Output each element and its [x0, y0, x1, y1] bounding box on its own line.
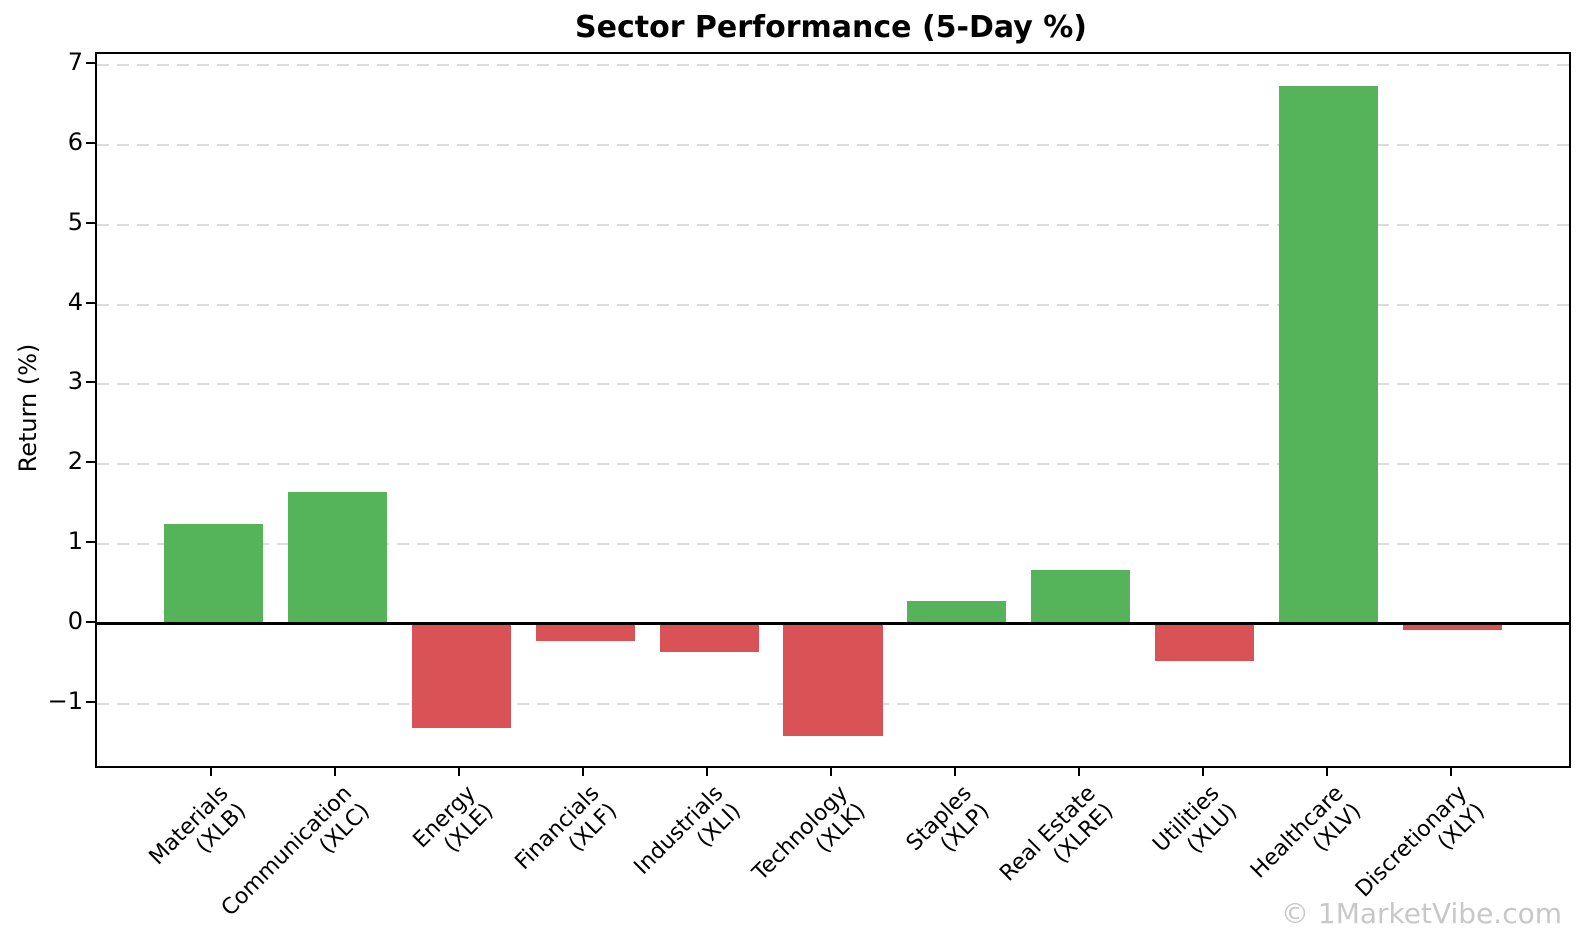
bar-xle	[411, 623, 511, 729]
y-tick-label-6: 6	[67, 127, 83, 156]
bar-xlu	[1155, 623, 1255, 661]
y-tick-mark-7	[86, 62, 95, 65]
bar-xlre	[1031, 569, 1131, 624]
y-tick-mark--1	[86, 700, 95, 703]
bar-xly	[1402, 623, 1503, 631]
gridline-3	[97, 383, 1569, 386]
x-tick-mark-xli	[706, 766, 709, 776]
x-tick-mark-xlc	[334, 766, 337, 776]
y-tick-mark-6	[86, 141, 95, 144]
y-tick-mark-4	[86, 301, 95, 304]
x-tick-mark-xlk	[830, 766, 832, 776]
watermark: © 1MarketVibe.com	[1281, 897, 1562, 930]
x-tick-mark-xlre	[1077, 766, 1080, 776]
x-tick-mark-xly	[1449, 766, 1452, 776]
x-tick-mark-xlb	[210, 766, 213, 776]
bar-xlk	[783, 623, 883, 736]
y-tick-label-4: 4	[67, 287, 83, 316]
x-tick-label-xlp: Staples (XLP)	[901, 781, 995, 858]
y-tick-label--1: −1	[47, 686, 83, 715]
y-tick-label-2: 2	[67, 447, 83, 476]
bar-xlb	[163, 524, 264, 624]
gridline-1	[97, 543, 1569, 546]
x-tick-label-xlre: Real Estate (XLRE)	[995, 781, 1119, 887]
gridline-4	[97, 303, 1569, 306]
y-tick-label-7: 7	[67, 48, 83, 77]
x-tick-label-xlu: Utilities (XLU)	[1148, 781, 1243, 859]
gridline-2	[97, 463, 1569, 466]
x-tick-label-xli: Industrials (XLI)	[630, 781, 747, 880]
gridline-6	[97, 143, 1569, 146]
y-tick-label-1: 1	[67, 526, 83, 555]
x-tick-mark-xle	[458, 766, 461, 776]
y-axis-label: Return (%)	[14, 343, 42, 473]
x-tick-mark-xlv	[1325, 766, 1328, 776]
gridline-5	[97, 223, 1569, 226]
zero-line	[97, 622, 1569, 626]
bar-xlf	[535, 623, 635, 642]
y-tick-mark-0	[86, 620, 95, 623]
x-tick-label-xle: Energy (XLE)	[408, 781, 499, 858]
y-tick-mark-5	[86, 221, 95, 224]
x-tick-mark-xlp	[953, 766, 956, 776]
gridline-7	[97, 64, 1569, 67]
x-tick-mark-xlf	[582, 766, 585, 776]
chart-title: Sector Performance (5-Day %)	[575, 10, 1087, 45]
y-tick-mark-3	[86, 381, 95, 384]
bar-xlp	[907, 600, 1007, 624]
x-tick-label-xlf: Financials (XLF)	[510, 781, 623, 875]
x-tick-label-xlv: Healthcare (XLV)	[1245, 781, 1367, 884]
y-tick-label-5: 5	[67, 207, 83, 236]
bar-xlv	[1279, 85, 1379, 624]
bar-xli	[659, 623, 759, 652]
bar-xlc	[287, 492, 387, 624]
y-tick-mark-2	[86, 461, 95, 464]
x-tick-label-xlk: Technology (XLK)	[747, 781, 871, 886]
y-tick-label-3: 3	[67, 367, 83, 396]
y-tick-mark-1	[86, 541, 95, 544]
x-tick-mark-xlu	[1201, 766, 1204, 776]
x-tick-label-xlb: Materials (XLB)	[144, 781, 251, 870]
plot-area	[95, 52, 1571, 768]
y-tick-label-0: 0	[67, 606, 83, 635]
